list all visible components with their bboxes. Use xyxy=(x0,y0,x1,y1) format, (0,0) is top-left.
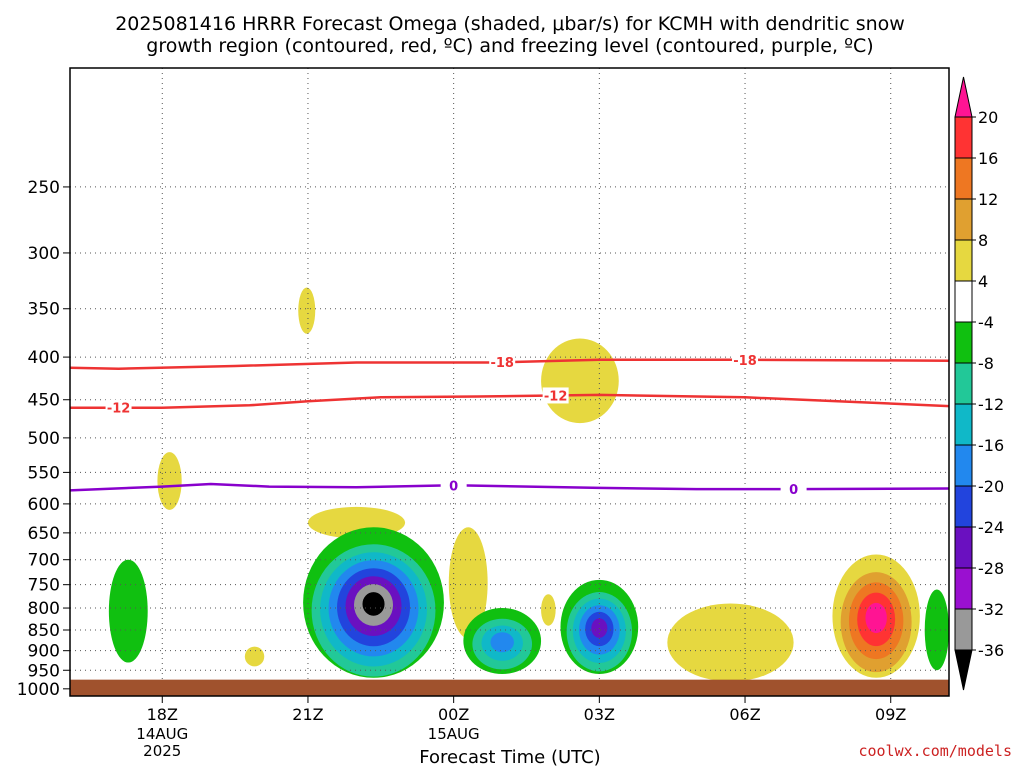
x-tick-label-18Z: 18Z xyxy=(147,705,178,724)
y-tick-label-450: 450 xyxy=(28,391,60,411)
credit-text: coolwx.com/models xyxy=(858,742,1012,760)
y-tick-label-550: 550 xyxy=(28,463,60,483)
contour-label-bg xyxy=(105,399,132,416)
contour-label--18: -18 xyxy=(490,356,514,371)
y-tick-label-250: 250 xyxy=(28,178,60,198)
y-tick-label-600: 600 xyxy=(28,495,60,515)
x-tick-label-09Z: 09Z xyxy=(875,705,906,724)
omega-region-4-level-0 xyxy=(448,527,488,639)
colorbar-band-4 xyxy=(954,280,973,323)
colorbar-label--8: -8 xyxy=(978,354,994,373)
contour-label-bg xyxy=(780,481,807,498)
y-tick-label-1000: 1000 xyxy=(17,680,60,700)
y-tick-label-400: 400 xyxy=(28,348,60,368)
colorbar-label-8: 8 xyxy=(978,231,988,250)
contour--18 xyxy=(69,358,950,370)
contour-label-bg xyxy=(440,477,467,494)
colorbar-label-16: 16 xyxy=(978,149,998,168)
colorbar-label--12: -12 xyxy=(978,395,1004,414)
omega-region-8-level-4 xyxy=(865,602,887,634)
colorbar-band-8 xyxy=(954,444,973,487)
y-tick-label-500: 500 xyxy=(28,429,60,449)
plot-area: -18 -18 -12 -12 0 0 xyxy=(69,67,950,697)
colorbar-band-9 xyxy=(954,485,973,528)
contour-label-bg xyxy=(732,351,759,368)
omega-region-6-level-0 xyxy=(667,603,794,682)
contour-label--18: -18 xyxy=(733,354,757,369)
x-tick-label-21Z: 21Z xyxy=(292,705,323,724)
colorbar-band-0 xyxy=(954,116,973,159)
y-tick-label-750: 750 xyxy=(28,576,60,596)
y-axis-pressure: 2503003504004505005506006507007508008509… xyxy=(17,178,70,700)
y-tick-label-800: 800 xyxy=(28,599,60,619)
omega-region-11-level-3 xyxy=(490,632,514,653)
colorbar-label--32: -32 xyxy=(978,600,1004,619)
colorbar-label-4: 4 xyxy=(978,272,988,291)
omega-region-5-level-0 xyxy=(244,646,265,667)
y-tick-label-950: 950 xyxy=(28,661,60,681)
x-tick-label-06Z: 06Z xyxy=(729,705,760,724)
colorbar-bottom-arrow xyxy=(954,649,973,691)
omega-region-1-level-0 xyxy=(298,287,316,334)
colorbar-band-6 xyxy=(954,362,973,405)
y-tick-label-700: 700 xyxy=(28,551,60,571)
colorbar-label--36: -36 xyxy=(978,641,1004,660)
contour-label-0: 0 xyxy=(449,479,458,494)
omega-region-9-level-0 xyxy=(108,559,148,663)
y-tick-label-300: 300 xyxy=(28,244,60,264)
y-tick-label-850: 850 xyxy=(28,621,60,641)
contour-label-bg xyxy=(542,387,569,404)
omega-region-0-level-0 xyxy=(157,452,182,510)
omega-shading xyxy=(108,287,949,682)
y-tick-label-900: 900 xyxy=(28,642,60,662)
temperature-contours: -18 -18 -12 -12 0 0 xyxy=(69,351,950,498)
colorbar-band-1 xyxy=(954,157,973,200)
x-tick-label-03Z: 03Z xyxy=(584,705,615,724)
colorbar-band-5 xyxy=(954,321,973,364)
colorbar-label-20: 20 xyxy=(978,108,998,127)
omega-region-3-level-0 xyxy=(541,338,619,424)
contour-label--12: -12 xyxy=(107,402,131,417)
omega-region-7-level-0 xyxy=(541,594,556,626)
contour-label-bg xyxy=(489,354,516,371)
colorbar-band-11 xyxy=(954,567,973,610)
x-tick-date: 14AUG xyxy=(136,725,188,743)
x-axis-label: Forecast Time (UTC) xyxy=(419,747,600,768)
omega-colorbar: 20 16 12 8 4 -4 -8 -12 -16 -20 -24 -28 -32 -36 xyxy=(954,76,1004,691)
y-tick-label-350: 350 xyxy=(28,300,60,320)
x-tick-label-00Z: 00Z xyxy=(438,705,469,724)
colorbar-band-12 xyxy=(954,608,973,651)
omega-region-13-level-0 xyxy=(924,589,949,671)
colorbar-band-2 xyxy=(954,198,973,241)
colorbar-label--16: -16 xyxy=(978,436,1004,455)
contour--12 xyxy=(70,393,950,409)
colorbar-band-3 xyxy=(954,239,973,282)
colorbar-band-10 xyxy=(954,526,973,569)
colorbar-label-12: 12 xyxy=(978,190,998,209)
x-tick-year: 2025 xyxy=(143,742,181,760)
colorbar-label--24: -24 xyxy=(978,518,1004,537)
plot-frame xyxy=(69,67,950,697)
x-tick-date: 15AUG xyxy=(428,725,480,743)
y-tick-label-650: 650 xyxy=(28,524,60,544)
chart-title-line2: growth region (contoured, red, ºC) and f… xyxy=(146,35,873,57)
contour-0 xyxy=(69,482,950,492)
contour-label-0: 0 xyxy=(789,483,798,498)
contour-label--12: -12 xyxy=(544,389,568,404)
colorbar-label--20: -20 xyxy=(978,477,1004,496)
chart-title-line1: 2025081416 HRRR Forecast Omega (shaded, … xyxy=(115,13,905,35)
surface-ground-band xyxy=(70,679,949,696)
colorbar-label--28: -28 xyxy=(978,559,1004,578)
omega-region-10-level-7 xyxy=(362,592,385,616)
colorbar-label--4: -4 xyxy=(978,313,994,332)
colorbar-band-7 xyxy=(954,403,973,446)
